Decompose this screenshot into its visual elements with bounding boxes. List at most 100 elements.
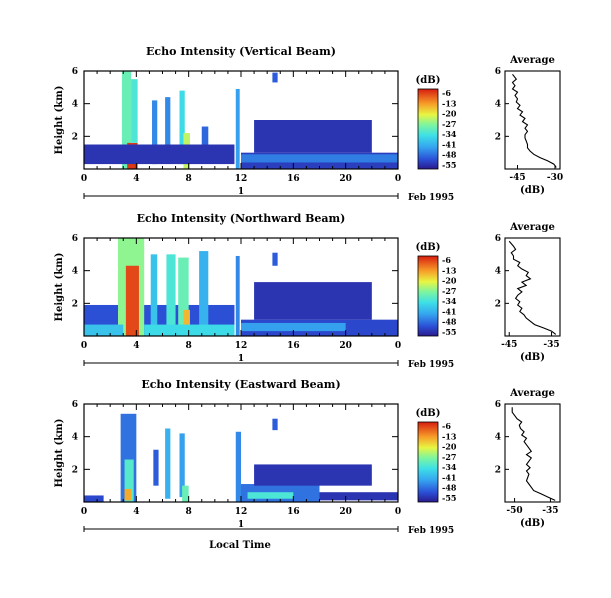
profile-x-label: (dB) xyxy=(520,352,545,363)
profile-y-tick-label: 4 xyxy=(495,433,501,443)
panel-3: Echo Intensity (Eastward Beam) 2 4 6 Height … xyxy=(54,378,561,536)
heatmap-cell xyxy=(272,418,278,431)
x-tick-label: 0 xyxy=(395,174,401,184)
x-tick-label: 0 xyxy=(395,507,401,517)
colorbar-tick-label: -27 xyxy=(442,119,456,129)
panel-2: Echo Intensity (Northward Beam) 2 4 6 Height… xyxy=(54,212,561,370)
colorbar-tick-label: -41 xyxy=(442,306,456,316)
colorbar-tick-label: -13 xyxy=(442,431,457,441)
colorbar-tick-label: -6 xyxy=(442,255,451,265)
colorbar-tick-label: -48 xyxy=(442,150,457,160)
panel-1: Echo Intensity (Vertical Beam) 2 4 6 Height … xyxy=(54,45,563,203)
heatmap-cell xyxy=(254,464,372,486)
heatmap-cell xyxy=(183,309,190,336)
colorbar-tick-label: -48 xyxy=(442,483,457,493)
x-tick-label: 4 xyxy=(133,174,139,184)
heatmap-cell xyxy=(235,255,240,336)
colorbar-tick-label: -48 xyxy=(442,317,457,327)
y-tick-label: 6 xyxy=(72,234,78,244)
day-label: 1 xyxy=(238,187,244,197)
date-label: Feb 1995 xyxy=(408,526,454,536)
y-tick-label: 2 xyxy=(72,299,78,309)
y-tick-label: 4 xyxy=(72,267,78,277)
x-tick-label: 4 xyxy=(133,507,139,517)
profile-y-tick-label: 4 xyxy=(495,100,501,110)
heatmap-cells xyxy=(84,71,398,169)
x-tick-label: 8 xyxy=(186,174,192,184)
profile-y-tick-label: 2 xyxy=(495,465,501,475)
profile-x-tick-label: -50 xyxy=(506,506,522,516)
colorbar-tick-label: -20 xyxy=(442,109,457,119)
colorbar xyxy=(417,88,439,170)
heatmap-cell xyxy=(153,449,159,486)
heatmap-cell xyxy=(178,257,189,332)
x-tick-label: 8 xyxy=(186,341,192,351)
x-tick-label: 0 xyxy=(395,341,401,351)
colorbar-tick-label: -55 xyxy=(442,493,456,503)
colorbar-tick-label: -27 xyxy=(442,452,456,462)
colorbar xyxy=(417,421,439,503)
profile-x-tick-label: -45 xyxy=(509,173,525,183)
x-tick-label: 0 xyxy=(81,507,87,517)
x-tick-label: 12 xyxy=(235,341,248,351)
x-tick-label: 12 xyxy=(235,174,248,184)
heatmap-cell xyxy=(125,265,139,336)
heatmap-cell xyxy=(179,433,185,498)
heatmap-cell xyxy=(199,251,209,328)
profile-title: Average xyxy=(509,55,555,66)
x-tick-label: 4 xyxy=(133,341,139,351)
day-label: 1 xyxy=(238,354,244,364)
profile-frame xyxy=(504,237,561,337)
heatmap-cell xyxy=(150,254,158,333)
heatmap-cell xyxy=(165,97,171,161)
profile-title: Average xyxy=(509,388,555,399)
heatmap-cell xyxy=(201,126,209,156)
y-axis-label: Height (km) xyxy=(54,419,65,488)
day-label: 1 xyxy=(238,520,244,530)
chart-title: Echo Intensity (Vertical Beam) xyxy=(146,45,336,58)
y-tick-label: 4 xyxy=(72,433,78,443)
x-tick-label: 16 xyxy=(287,174,300,184)
colorbar-tick-label: -20 xyxy=(442,442,457,452)
heatmap-cell xyxy=(84,144,235,165)
y-axis-label: Height (km) xyxy=(54,253,65,322)
colorbar-tick-label: -55 xyxy=(442,327,456,337)
colorbar-tick-label: -6 xyxy=(442,421,451,431)
heatmap-cell xyxy=(254,282,372,320)
y-tick-label: 4 xyxy=(72,100,78,110)
profile-line xyxy=(511,73,557,168)
colorbar-tick-label: -55 xyxy=(442,160,456,170)
heatmap-cell xyxy=(319,492,398,501)
colorbar-unit: (dB) xyxy=(416,408,441,419)
colorbar-tick-label: -41 xyxy=(442,139,456,149)
colorbar-tick-label: -13 xyxy=(442,98,457,108)
y-tick-label: 2 xyxy=(72,132,78,142)
heatmap-cell xyxy=(241,322,346,332)
colorbar-tick-label: -41 xyxy=(442,472,456,482)
x-axis-label: Local Time xyxy=(209,540,271,551)
profile-x-label: (dB) xyxy=(520,518,545,529)
heatmap-cell xyxy=(144,324,235,336)
y-tick-label: 2 xyxy=(72,465,78,475)
heatmap-cell xyxy=(235,88,240,169)
colorbar-tick-label: -34 xyxy=(442,129,457,139)
profile-y-tick-label: 6 xyxy=(495,234,501,244)
profile-y-tick-label: 6 xyxy=(495,400,501,410)
profile-y-tick-label: 4 xyxy=(495,267,501,277)
heatmap-cell xyxy=(182,485,189,502)
heatmap-cell xyxy=(124,488,132,501)
heatmap-cell xyxy=(272,252,278,266)
heatmap-cell xyxy=(272,72,278,83)
profile-y-tick-label: 6 xyxy=(495,67,501,77)
profile-x-tick-label: -35 xyxy=(542,506,558,516)
chart-title: Echo Intensity (Northward Beam) xyxy=(137,212,346,225)
y-tick-label: 6 xyxy=(72,400,78,410)
profile-line xyxy=(511,407,556,501)
x-tick-label: 0 xyxy=(81,174,87,184)
x-tick-label: 16 xyxy=(287,341,300,351)
heatmap-cell xyxy=(247,492,294,499)
colorbar-tick-label: -27 xyxy=(442,286,456,296)
x-tick-label: 20 xyxy=(339,174,352,184)
colorbar-unit: (dB) xyxy=(416,75,441,86)
